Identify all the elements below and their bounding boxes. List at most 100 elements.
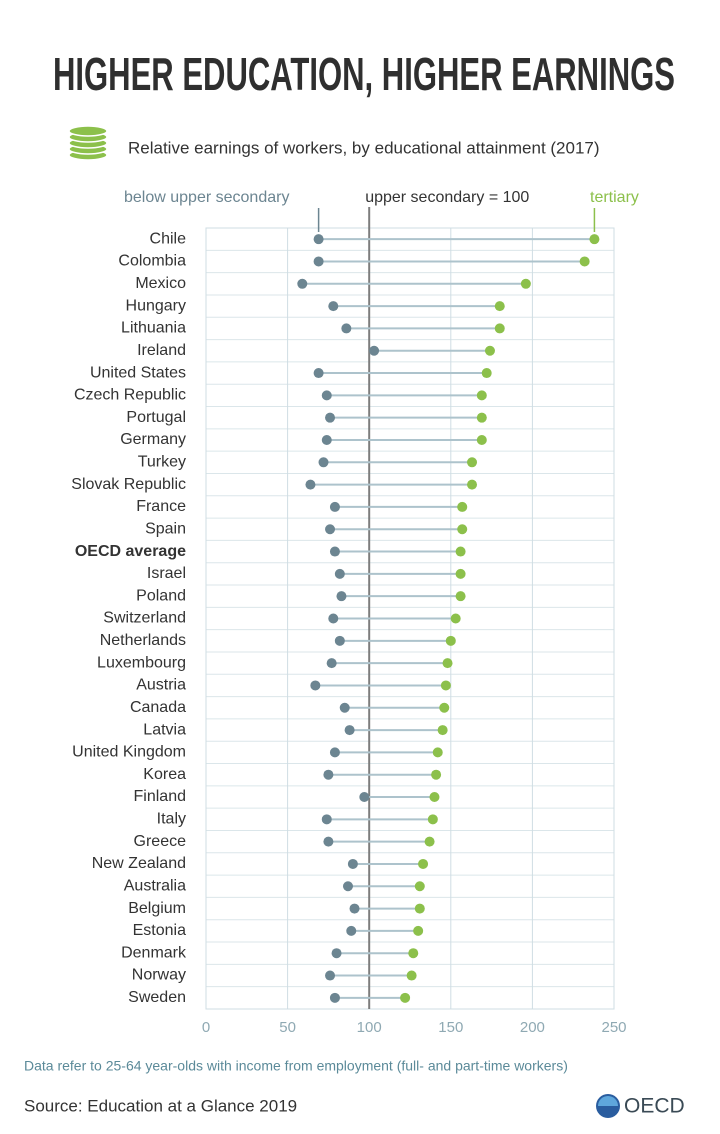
- category-label: Greece: [134, 833, 187, 850]
- dot: [359, 792, 370, 803]
- dot: [408, 948, 419, 959]
- dot: [321, 814, 332, 825]
- category-label: Belgium: [128, 900, 186, 917]
- dot: [442, 658, 453, 669]
- category-label: Portugal: [126, 409, 186, 426]
- category-label: Israel: [147, 565, 186, 582]
- logo-text: OECD: [624, 1095, 685, 1118]
- category-label: Estonia: [133, 922, 186, 939]
- dot: [323, 836, 334, 847]
- category-label: Austria: [136, 677, 186, 694]
- dot: [336, 591, 347, 602]
- reference-label: upper secondary = 100: [365, 189, 529, 206]
- category-label: Finland: [134, 788, 186, 805]
- dot: [439, 702, 450, 713]
- dot: [414, 903, 425, 914]
- dot: [313, 234, 324, 245]
- category-label: Ireland: [137, 342, 186, 359]
- chart-subtitle: Relative earnings of workers, by educati…: [128, 138, 600, 157]
- dot: [310, 680, 321, 691]
- dot: [323, 769, 334, 780]
- dot: [349, 903, 360, 914]
- category-label: Denmark: [121, 944, 187, 961]
- x-tick-label: 200: [520, 1019, 545, 1036]
- dot: [406, 970, 417, 981]
- dot: [476, 412, 487, 423]
- category-label: Slovak Republic: [71, 476, 186, 493]
- dot: [440, 680, 451, 691]
- dot: [334, 568, 345, 579]
- dot: [341, 323, 352, 334]
- category-label: Spain: [145, 520, 186, 537]
- x-tick-label: 50: [279, 1019, 296, 1036]
- dot: [455, 546, 466, 557]
- category-label: OECD average: [75, 543, 186, 560]
- dot: [339, 702, 350, 713]
- dot: [325, 524, 336, 535]
- category-label: Germany: [120, 431, 186, 448]
- category-label: Italy: [157, 811, 186, 828]
- category-label: Chile: [150, 230, 187, 247]
- dot: [328, 301, 339, 312]
- dot: [318, 457, 329, 468]
- category-label: Hungary: [126, 297, 186, 314]
- category-label: Poland: [136, 587, 186, 604]
- dot: [326, 658, 337, 669]
- dot: [467, 479, 478, 490]
- coins-icon: [68, 125, 108, 161]
- category-label: Colombia: [118, 253, 186, 270]
- dot: [325, 970, 336, 981]
- dot: [331, 948, 342, 959]
- note: Data refer to 25-64 year-olds with incom…: [24, 1058, 568, 1074]
- dot: [455, 568, 466, 579]
- dot: [346, 925, 357, 936]
- category-label: Czech Republic: [74, 387, 186, 404]
- dot: [400, 992, 411, 1003]
- dot: [297, 278, 308, 289]
- category-label: Korea: [143, 766, 186, 783]
- dot: [414, 881, 425, 892]
- category-label: Luxembourg: [97, 654, 186, 671]
- dot: [457, 501, 468, 512]
- dot: [344, 725, 355, 736]
- dot: [476, 390, 487, 401]
- dot: [450, 613, 461, 624]
- dot: [329, 546, 340, 557]
- oecd-logo: OECD: [596, 1094, 685, 1118]
- chart-title: HIGHER EDUCATION, HIGHER EARNINGS: [53, 48, 675, 100]
- dot: [467, 457, 478, 468]
- dot: [342, 881, 353, 892]
- category-label: Canada: [130, 699, 186, 716]
- x-tick-label: 250: [601, 1019, 626, 1036]
- category-label: Australia: [124, 877, 186, 894]
- dot: [429, 792, 440, 803]
- category-label: Netherlands: [100, 632, 186, 649]
- dot: [418, 858, 429, 869]
- dot: [455, 591, 466, 602]
- dot: [520, 278, 531, 289]
- dot: [347, 858, 358, 869]
- category-label: New Zealand: [92, 855, 186, 872]
- dot: [457, 524, 468, 535]
- x-tick-label: 100: [357, 1019, 382, 1036]
- dot: [328, 613, 339, 624]
- dot: [329, 992, 340, 1003]
- dot: [329, 747, 340, 758]
- x-tick-label: 0: [202, 1019, 210, 1036]
- dot: [431, 769, 442, 780]
- category-label: United Kingdom: [72, 744, 186, 761]
- category-label: France: [136, 498, 186, 515]
- category-label: United States: [90, 364, 186, 381]
- dot: [476, 434, 487, 445]
- dot: [589, 234, 600, 245]
- category-label: Turkey: [138, 454, 186, 471]
- dot: [579, 256, 590, 267]
- dot: [325, 412, 336, 423]
- x-tick-label: 150: [438, 1019, 463, 1036]
- source: Source: Education at a Glance 2019: [24, 1096, 297, 1115]
- dot: [413, 925, 424, 936]
- dot: [321, 390, 332, 401]
- dot: [369, 345, 380, 356]
- dot: [305, 479, 316, 490]
